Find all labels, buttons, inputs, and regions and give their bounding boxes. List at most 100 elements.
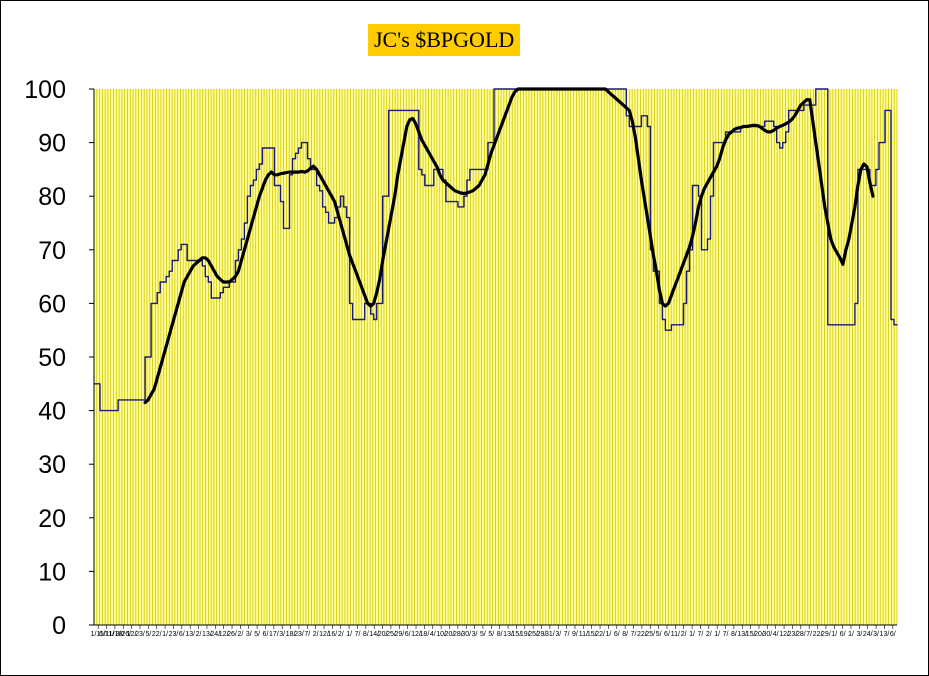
x-tick-label: 6/ — [664, 631, 670, 638]
x-tick-label: 1/ — [162, 631, 168, 638]
x-tick-label: 24/ — [863, 631, 873, 638]
x-tick-label: 25/ — [528, 631, 538, 638]
x-tick-label: 12/ — [219, 631, 229, 638]
x-tick-label: 1/ — [606, 631, 612, 638]
y-tick-label: 70 — [38, 237, 66, 265]
y-tick-label: 40 — [38, 398, 66, 426]
x-tick-label: 29/ — [394, 631, 404, 638]
x-tick-label: 8/ — [622, 631, 628, 638]
x-tick-label: 13/ — [202, 631, 212, 638]
x-tick-label: 7/ — [631, 631, 637, 638]
x-tick-label: 1/ — [346, 631, 352, 638]
x-tick-label: 25/ — [645, 631, 655, 638]
x-tick-label: 23/ — [135, 631, 145, 638]
x-tick-label: 8/ — [363, 631, 369, 638]
y-tick-label: 90 — [38, 130, 66, 158]
x-tick-label: 8/ — [497, 631, 503, 638]
y-tick-label: 30 — [38, 451, 66, 479]
x-tick-label: 4/ — [773, 631, 779, 638]
x-tick-label: 12/ — [411, 631, 421, 638]
x-tick-label: 22/ — [152, 631, 162, 638]
x-tick-label: 6/11/ — [99, 631, 114, 638]
x-tick-label: 15/ — [746, 631, 756, 638]
x-tick-label: 29/ — [537, 631, 547, 638]
x-tick-label: 7/ — [355, 631, 361, 638]
y-tick-label: 20 — [38, 505, 66, 533]
chart-title: JC's $BPGOLD — [368, 24, 521, 56]
x-tick-label: 14/ — [369, 631, 379, 638]
x-tick-label: 30/ — [762, 631, 772, 638]
x-tick-label: 18/ — [286, 631, 296, 638]
x-tick-label: 3/26/ — [115, 631, 131, 638]
x-tick-label: 30/ — [461, 631, 471, 638]
y-tick-label: 100 — [24, 76, 66, 104]
x-tick-label: 7/ — [564, 631, 570, 638]
x-tick-label: 20/ — [754, 631, 764, 638]
x-tick-label: 4/ — [430, 631, 436, 638]
x-tick-label: 6/ — [405, 631, 411, 638]
x-tick-label: 1/ — [689, 631, 695, 638]
x-tick-label: 23/ — [294, 631, 304, 638]
x-tick-label: 11/ — [671, 631, 680, 638]
x-tick-label: 19/ — [520, 631, 530, 638]
x-tick-label: 7/ — [806, 631, 812, 638]
x-tick-label: 3/ — [555, 631, 561, 638]
x-tick-label: 7/ — [304, 631, 310, 638]
x-tick-label: 16/ — [328, 631, 338, 638]
x-tick-label: 12/ — [779, 631, 789, 638]
x-tick-label: 1/ — [848, 631, 854, 638]
x-tick-label: 17/ — [269, 631, 279, 638]
x-tick-label: 7/ — [698, 631, 704, 638]
x-tick-label: 22/ — [595, 631, 605, 638]
x-tick-label: 22/ — [813, 631, 823, 638]
x-tick-label: 13/ — [737, 631, 747, 638]
x-tick-label: 3/ — [279, 631, 285, 638]
x-tick-label: 6/ — [840, 631, 846, 638]
x-tick-label: 2/ — [681, 631, 687, 638]
x-tick-label: 22/ — [637, 631, 647, 638]
x-tick-label: 20/ — [378, 631, 388, 638]
x-tick-label: 29/ — [821, 631, 831, 638]
x-tick-label: 12/ — [319, 631, 329, 638]
x-tick-label: 26/ — [227, 631, 237, 638]
x-tick-label: 23/ — [788, 631, 798, 638]
x-tick-label: 23/ — [169, 631, 179, 638]
x-tick-label: 5/ — [488, 631, 494, 638]
x-tick-label: 3/ — [246, 631, 252, 638]
x-tick-label: 2/ — [196, 631, 202, 638]
x-tick-label: 13/ — [880, 631, 890, 638]
x-tick-label: 3/ — [856, 631, 862, 638]
x-tick-label: 6/ — [263, 631, 269, 638]
x-tick-label: 7/ — [723, 631, 729, 638]
x-tick-label: 20/ — [445, 631, 455, 638]
x-tick-label: 28/ — [796, 631, 806, 638]
x-tick-label: 11/ — [579, 631, 588, 638]
x-tick-label: 31/ — [545, 631, 555, 638]
x-tick-label: 11/18/ — [105, 631, 124, 638]
x-tick-label: 12/ — [127, 631, 137, 638]
x-tick-label: 9/ — [572, 631, 578, 638]
y-tick-label: 0 — [52, 612, 66, 640]
x-tick-label: 5/ — [480, 631, 486, 638]
y-tick-label: 80 — [38, 183, 66, 211]
x-tick-label: 15/ — [512, 631, 522, 638]
x-tick-label: 25/ — [386, 631, 396, 638]
x-tick-label: 2/ — [313, 631, 319, 638]
y-tick-label: 60 — [38, 290, 66, 318]
x-tick-label: 6/ — [890, 631, 896, 638]
x-tick-label: 6/ — [179, 631, 185, 638]
x-tick-label: 13/ — [185, 631, 195, 638]
x-tick-label: 6/ — [614, 631, 620, 638]
x-tick-label: 24/ — [210, 631, 220, 638]
y-tick-label: 10 — [38, 558, 66, 586]
x-tick-label: 10/ — [436, 631, 446, 638]
x-tick-label: 5/ — [145, 631, 151, 638]
x-tick-label: 1/ — [714, 631, 720, 638]
y-tick-label: 50 — [38, 344, 66, 372]
x-tick-label: 2/ — [338, 631, 344, 638]
x-tick-label: 8/ — [731, 631, 737, 638]
x-tick-label: 2/ — [237, 631, 243, 638]
x-tick-label: 28/ — [453, 631, 463, 638]
x-tick-label: 18/ — [420, 631, 430, 638]
series-line-raw — [93, 88, 898, 412]
